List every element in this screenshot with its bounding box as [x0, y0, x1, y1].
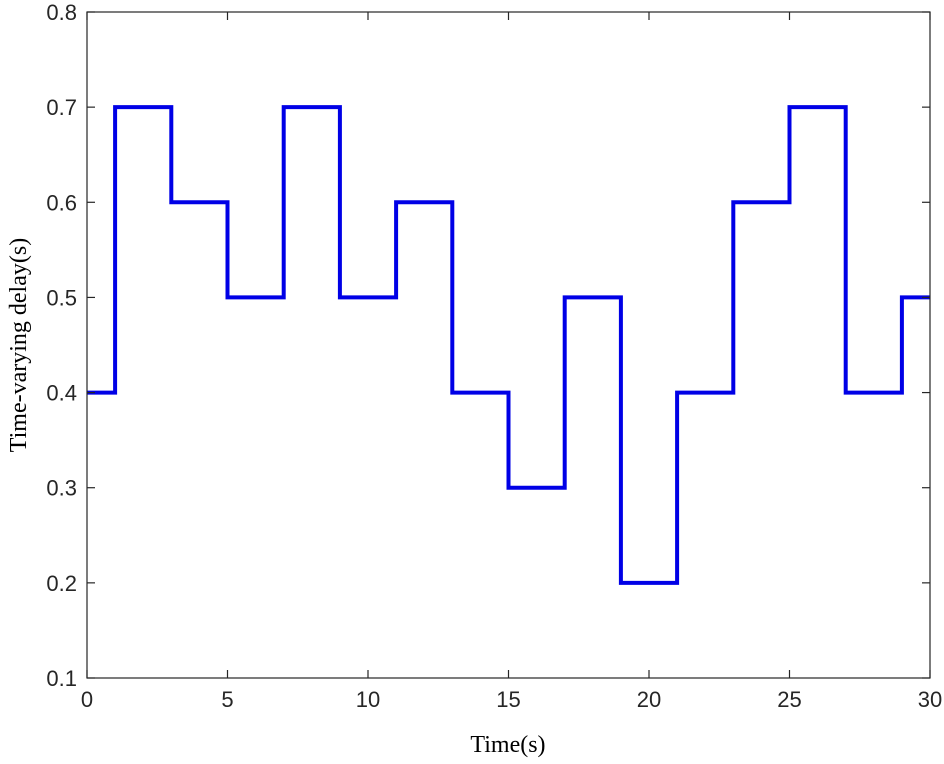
- y-tick-label: 0.4: [46, 381, 77, 406]
- x-tick-label: 0: [81, 687, 93, 712]
- y-tick-label: 0.6: [46, 190, 77, 215]
- x-tick-label: 25: [777, 687, 801, 712]
- x-tick-label: 20: [637, 687, 661, 712]
- x-tick-label: 15: [496, 687, 520, 712]
- delay-series-line: [87, 105, 930, 585]
- y-tick-label: 0.3: [46, 476, 77, 501]
- x-tick-label: 10: [356, 687, 380, 712]
- x-tick-label: 5: [221, 687, 233, 712]
- y-tick-label: 0.5: [46, 285, 77, 310]
- y-axis-label: Time-varying delay(s): [6, 238, 32, 452]
- y-tick-label: 0.7: [46, 95, 77, 120]
- x-axis-label: Time(s): [470, 732, 545, 758]
- y-tick-label: 0.1: [46, 666, 77, 691]
- x-tick-label: 30: [918, 687, 942, 712]
- series-layer: [87, 105, 930, 585]
- y-tick-label: 0.8: [46, 0, 77, 25]
- y-tick-label: 0.2: [46, 571, 77, 596]
- plot-area: [87, 12, 930, 678]
- tick-layer: 0 5 10 15 20 25 30 0.1 0.2 0.3 0.4 0.5 0.6 0.7 0.8: [46, 0, 942, 712]
